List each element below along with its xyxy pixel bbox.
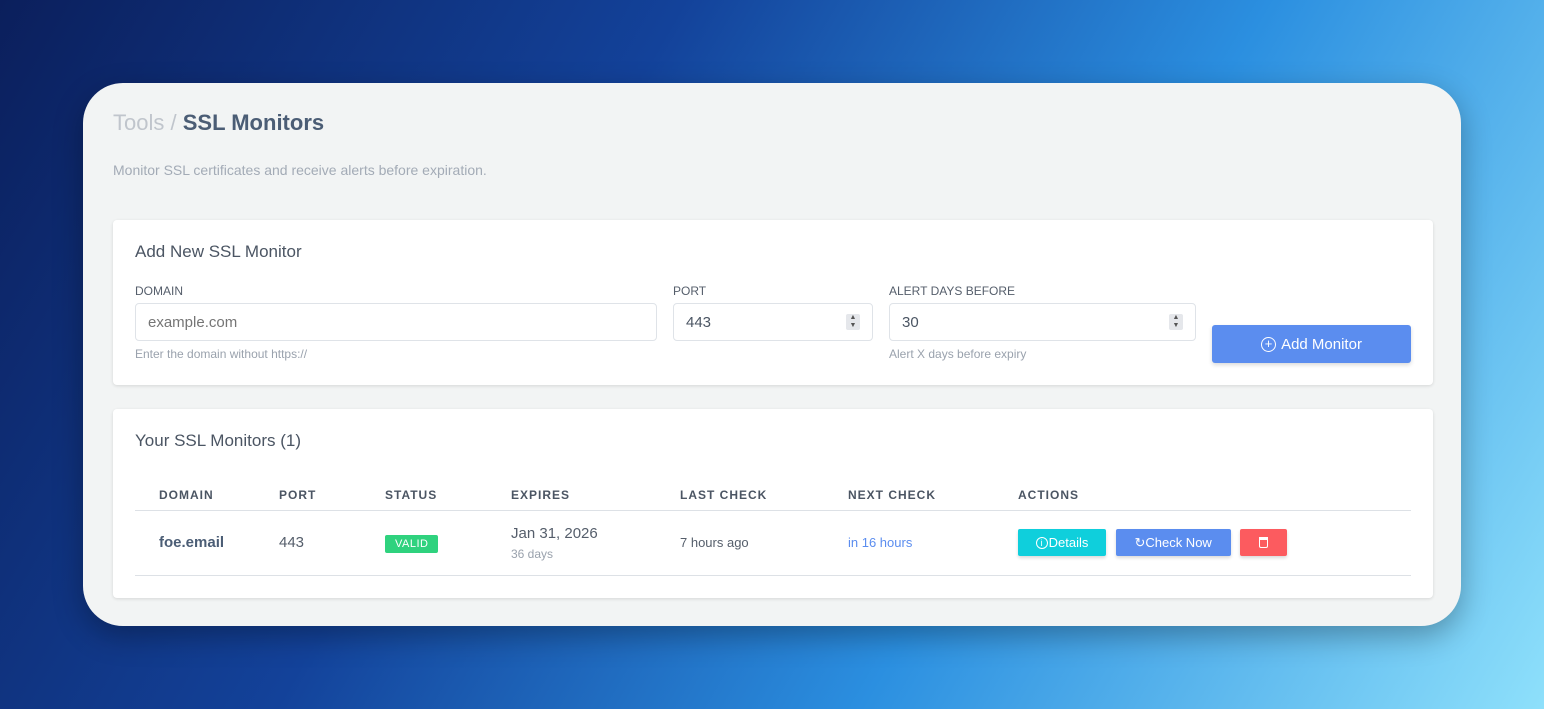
details-button[interactable]: i Details bbox=[1018, 529, 1106, 556]
stepper-icon[interactable]: ▲ ▼ bbox=[846, 314, 860, 330]
last-check-cell: 7 hours ago bbox=[680, 510, 848, 576]
check-now-label: Check Now bbox=[1145, 535, 1212, 550]
trash-icon bbox=[1259, 537, 1269, 548]
alert-days-label: ALERT DAYS BEFORE bbox=[889, 284, 1016, 298]
breadcrumb-separator: / bbox=[170, 110, 177, 135]
domain-help: Enter the domain without https:// bbox=[135, 347, 308, 361]
delete-button[interactable] bbox=[1240, 529, 1288, 556]
monitors-card: Your SSL Monitors (1) DOMAIN PORT STATUS… bbox=[113, 409, 1433, 598]
status-cell: VALID bbox=[385, 510, 511, 576]
breadcrumb: Tools / SSL Monitors bbox=[113, 110, 324, 136]
col-actions: ACTIONS bbox=[1018, 480, 1411, 511]
details-label: Details bbox=[1048, 535, 1089, 550]
add-monitor-button[interactable]: + Add Monitor bbox=[1212, 325, 1411, 363]
col-last-check: LAST CHECK bbox=[680, 480, 848, 511]
domain-label: DOMAIN bbox=[135, 284, 183, 298]
stepper-icon[interactable]: ▲ ▼ bbox=[1169, 314, 1183, 330]
refresh-icon: ↻ bbox=[1134, 534, 1146, 550]
col-expires: EXPIRES bbox=[511, 480, 680, 511]
add-monitor-label: Add Monitor bbox=[1281, 335, 1362, 353]
alert-days-value: 30 bbox=[902, 313, 919, 331]
expires-in: 36 days bbox=[511, 546, 554, 561]
expires-date: Jan 31, 2026 bbox=[511, 524, 598, 542]
domain-input[interactable] bbox=[135, 303, 657, 341]
card-title: Add New SSL Monitor bbox=[135, 242, 302, 261]
actions-cell: i Details ↻ Check Now bbox=[1018, 510, 1411, 576]
next-check-cell: in 16 hours bbox=[848, 510, 1018, 576]
port-label: PORT bbox=[673, 284, 707, 298]
page-title: SSL Monitors bbox=[182, 110, 325, 135]
expires-cell: Jan 31, 2026 36 days bbox=[511, 510, 680, 576]
breadcrumb-parent[interactable]: Tools bbox=[113, 110, 165, 135]
alert-days-help: Alert X days before expiry bbox=[889, 347, 1027, 361]
domain-cell: foe.email bbox=[135, 510, 279, 576]
table-row: foe.email 443 VALID Jan 31, 2026 36 days … bbox=[135, 510, 1411, 576]
app-window: Tools / SSL Monitors Monitor SSL certifi… bbox=[83, 83, 1461, 626]
check-now-button[interactable]: ↻ Check Now bbox=[1115, 529, 1231, 556]
page-subtitle: Monitor SSL certificates and receive ale… bbox=[113, 162, 487, 178]
card-title: Your SSL Monitors (1) bbox=[135, 431, 301, 450]
port-input[interactable]: 443 ▲ ▼ bbox=[673, 303, 873, 341]
col-port: PORT bbox=[279, 480, 385, 511]
status-badge: VALID bbox=[385, 535, 439, 553]
col-status: STATUS bbox=[385, 480, 511, 511]
alert-days-input[interactable]: 30 ▲ ▼ bbox=[889, 303, 1196, 341]
plus-circle-icon: + bbox=[1261, 336, 1277, 352]
port-cell: 443 bbox=[279, 510, 385, 576]
monitors-table: DOMAIN PORT STATUS EXPIRES LAST CHECK NE… bbox=[135, 480, 1411, 576]
add-monitor-card: Add New SSL Monitor DOMAIN Enter the dom… bbox=[113, 220, 1433, 385]
info-icon: i bbox=[1035, 536, 1048, 549]
port-value: 443 bbox=[686, 313, 712, 331]
col-domain: DOMAIN bbox=[135, 480, 279, 511]
col-next-check: NEXT CHECK bbox=[848, 480, 1018, 511]
